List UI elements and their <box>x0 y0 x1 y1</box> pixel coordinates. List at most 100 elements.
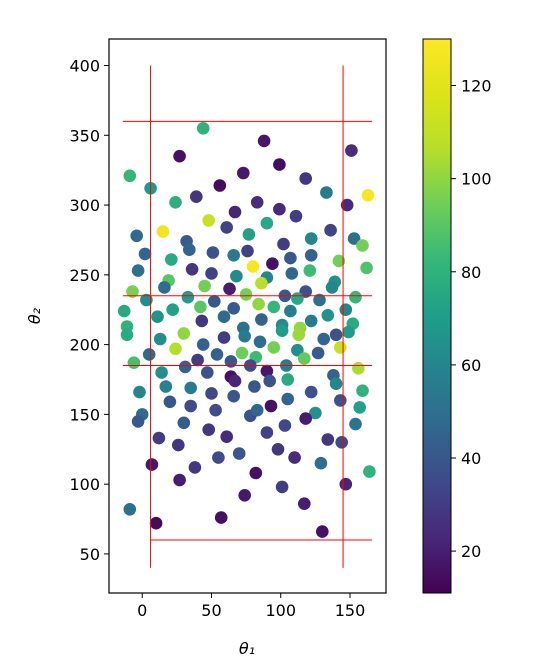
scatter-point <box>202 423 215 437</box>
scatter-point <box>263 374 277 388</box>
scatter-point <box>260 364 274 378</box>
scatter-point <box>172 438 185 452</box>
reference-lines-layer <box>122 65 373 568</box>
scatter-point <box>260 216 274 230</box>
scatter-point <box>130 229 143 243</box>
scatter-point <box>291 343 304 357</box>
y-tick-label: 100 <box>69 475 100 494</box>
scatter-point <box>253 335 267 349</box>
scatter-point <box>165 253 178 266</box>
scatter-point <box>217 331 231 344</box>
scatter-point <box>238 489 251 502</box>
scatter-point <box>349 290 362 304</box>
scatter-point <box>142 348 156 361</box>
scatter-point <box>252 297 265 311</box>
scatter-point <box>285 267 299 280</box>
scatter-point <box>212 451 225 464</box>
scatter-point <box>267 300 281 314</box>
scatter-point <box>206 246 220 259</box>
scatter-point <box>190 190 203 203</box>
scatter-point <box>131 415 145 428</box>
scatter-point <box>227 389 240 403</box>
scatter-point <box>345 144 358 157</box>
y-tick-label: 250 <box>69 266 100 285</box>
scatter-point <box>275 324 289 338</box>
scatter-point <box>349 417 362 431</box>
scatter-point <box>208 295 221 308</box>
scatter-point <box>339 303 353 317</box>
scatter-point <box>347 232 361 245</box>
scatter-point <box>273 202 286 216</box>
scatter-point <box>320 186 333 199</box>
y-tick-label: 300 <box>69 196 100 215</box>
scatter-point <box>281 373 295 386</box>
plot-frame <box>108 38 387 594</box>
scatter-point <box>120 328 134 342</box>
scatter-point <box>264 399 278 413</box>
scatter-point <box>298 497 311 511</box>
colorbar <box>422 38 452 594</box>
scatter-point <box>329 328 343 342</box>
scatter-point <box>317 332 331 346</box>
scatter-point <box>250 196 264 209</box>
scatter-point <box>153 332 167 346</box>
scatter-point <box>304 385 318 399</box>
scatter-point <box>140 293 153 307</box>
scatter-point <box>181 290 195 304</box>
scatter-point <box>155 366 168 379</box>
scatter-point <box>316 525 329 538</box>
scatter-point <box>304 232 318 245</box>
scatter-point <box>217 310 231 324</box>
scatter-point <box>191 353 204 367</box>
scatter-point <box>184 381 197 395</box>
scatter-point <box>149 516 163 530</box>
scatter-point <box>363 465 376 478</box>
scatter-point <box>169 342 182 356</box>
x-tick-label: 0 <box>137 601 147 620</box>
scatter-point <box>289 209 303 223</box>
scatter-point <box>299 285 313 298</box>
scatter-point <box>238 329 251 343</box>
scatter-point <box>131 264 145 277</box>
scatter-point <box>314 456 328 470</box>
scatter-point <box>275 480 289 494</box>
scatter-point <box>228 374 242 388</box>
scatter-point <box>291 292 304 305</box>
scatter-point <box>242 228 256 241</box>
colorbar-tick-label: 120 <box>461 77 492 96</box>
scatter-point <box>194 300 207 314</box>
scatter-point <box>205 387 218 400</box>
scatter-point <box>183 243 196 256</box>
colorbar-tick-label: 60 <box>461 356 481 375</box>
scatter-point <box>126 285 139 298</box>
scatter-point <box>339 477 353 491</box>
scatter-point <box>277 237 290 251</box>
scatter-point <box>205 267 218 280</box>
scatter-point <box>133 385 146 399</box>
scatter-point <box>340 198 354 212</box>
scatter-point <box>332 254 346 268</box>
y-tick-label: 150 <box>69 405 100 424</box>
scatter-point <box>298 352 311 365</box>
scatter-point <box>230 269 243 283</box>
colorbar-tick-label: 40 <box>461 449 481 468</box>
y-axis-ticks: 50 100 150 200 250 300 350 400 <box>69 57 109 564</box>
x-tick-label: 100 <box>265 601 296 620</box>
scatter-point <box>324 223 337 237</box>
scatter-point <box>209 403 222 417</box>
scatter-point <box>224 355 238 368</box>
scatter-point <box>257 134 271 148</box>
scatter-point <box>220 221 233 234</box>
scatter-point <box>188 461 202 474</box>
scatter-point <box>361 189 375 202</box>
scatter-point <box>196 122 210 135</box>
scatter-point <box>250 403 264 417</box>
x-axis-ticks: 0 50 100 150 <box>137 593 365 620</box>
scatter-point <box>356 239 369 252</box>
scatter-point <box>360 261 373 275</box>
scatter-point <box>152 431 166 445</box>
scatter-point <box>309 406 322 420</box>
scatter-point <box>173 473 186 487</box>
scatter-point <box>329 377 343 391</box>
